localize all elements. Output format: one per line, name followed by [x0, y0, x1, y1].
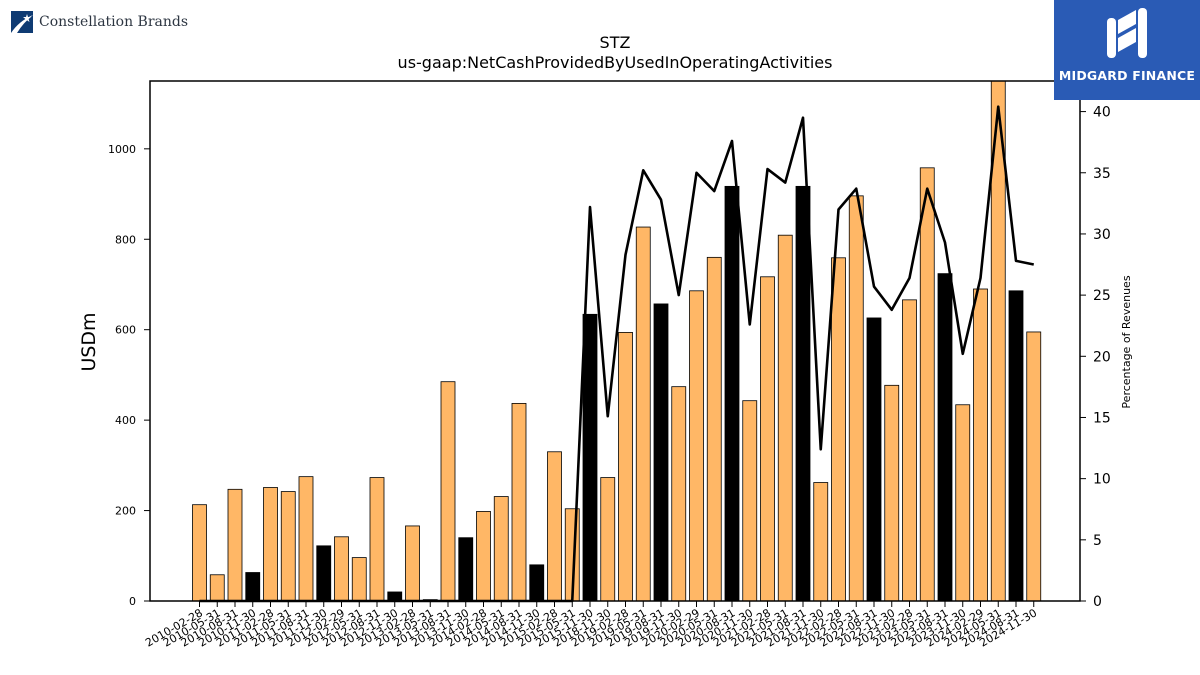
bar — [209, 574, 225, 602]
bar — [298, 476, 314, 602]
y2-tick-label: 5 — [1093, 533, 1102, 549]
bar — [866, 317, 882, 602]
y2-tick-label: 15 — [1093, 410, 1111, 426]
bar — [547, 451, 562, 602]
bar — [1008, 290, 1024, 602]
bar — [1026, 331, 1042, 602]
y-tick-label: 1000 — [108, 143, 136, 156]
bar — [493, 496, 509, 602]
bar — [600, 477, 616, 602]
bar — [831, 257, 846, 602]
bar — [937, 273, 953, 602]
bar — [706, 256, 722, 602]
bar — [760, 276, 775, 602]
bar — [316, 545, 332, 602]
bar — [227, 488, 243, 602]
y-tick-label: 600 — [115, 324, 136, 337]
bar — [334, 536, 349, 602]
star-emblem-icon — [11, 11, 33, 33]
bar — [458, 537, 474, 602]
bar — [280, 491, 296, 602]
bar — [689, 290, 704, 602]
bar — [742, 400, 758, 602]
bar — [777, 234, 793, 602]
y-tick-label: 0 — [129, 595, 136, 608]
y2-tick-label: 30 — [1093, 227, 1111, 243]
constellation-brands-logo: Constellation Brands — [11, 11, 188, 33]
y2-tick-label: 0 — [1093, 594, 1102, 610]
chart-subtitle: us-gaap:NetCashProvidedByUsedInOperating… — [398, 53, 833, 72]
bar — [618, 332, 633, 602]
bar — [263, 487, 278, 602]
axes-group: 0 200 400 600 800 1000 0 5 10 15 20 25 30 35 40 — [108, 80, 1111, 610]
pct-of-revenue-line — [199, 105, 1035, 603]
bar — [440, 381, 456, 602]
midgard-finance-logo: MIDGARD FINANCE — [1054, 0, 1200, 100]
y2-tick-label: 10 — [1093, 472, 1111, 488]
bar — [902, 299, 917, 602]
bar — [813, 482, 829, 602]
bar — [653, 303, 669, 602]
x-tick-labels: 2010-02-282010-05-312010-08-312010-11-30… — [143, 601, 1039, 650]
line-group — [199, 105, 1035, 603]
midgard-brand-name: MIDGARD FINANCE — [1058, 68, 1196, 83]
bar — [919, 167, 935, 602]
bar — [387, 591, 403, 602]
bar — [955, 404, 971, 602]
brand-name: Constellation Brands — [39, 14, 189, 30]
y2-tick-label: 20 — [1093, 349, 1111, 365]
bar — [671, 386, 687, 602]
y-tick-label: 200 — [115, 505, 136, 518]
y2-tick-label: 35 — [1093, 166, 1111, 182]
bar — [511, 402, 527, 602]
bar — [405, 525, 420, 602]
bar — [973, 288, 988, 602]
bar — [245, 572, 261, 602]
bar — [795, 185, 811, 602]
plot-frame — [149, 80, 1081, 602]
midgard-emblem-icon — [1107, 8, 1147, 58]
y-tick-label: 400 — [115, 414, 136, 427]
chart-title: STZ — [600, 33, 631, 52]
bar — [351, 557, 367, 602]
bar — [582, 313, 598, 602]
y2-tick-label: 40 — [1093, 105, 1111, 121]
y-axis-label: USDm — [78, 312, 100, 371]
bar — [476, 511, 491, 602]
bar — [529, 564, 545, 602]
bar — [635, 226, 651, 602]
y2-axis-label: Percentage of Revenues — [1120, 275, 1133, 408]
bar — [192, 504, 207, 602]
bar — [884, 384, 900, 602]
bar — [724, 185, 740, 602]
bar — [848, 195, 864, 602]
bar — [369, 477, 385, 602]
y2-tick-label: 25 — [1093, 288, 1111, 304]
y-tick-label: 800 — [115, 233, 136, 246]
